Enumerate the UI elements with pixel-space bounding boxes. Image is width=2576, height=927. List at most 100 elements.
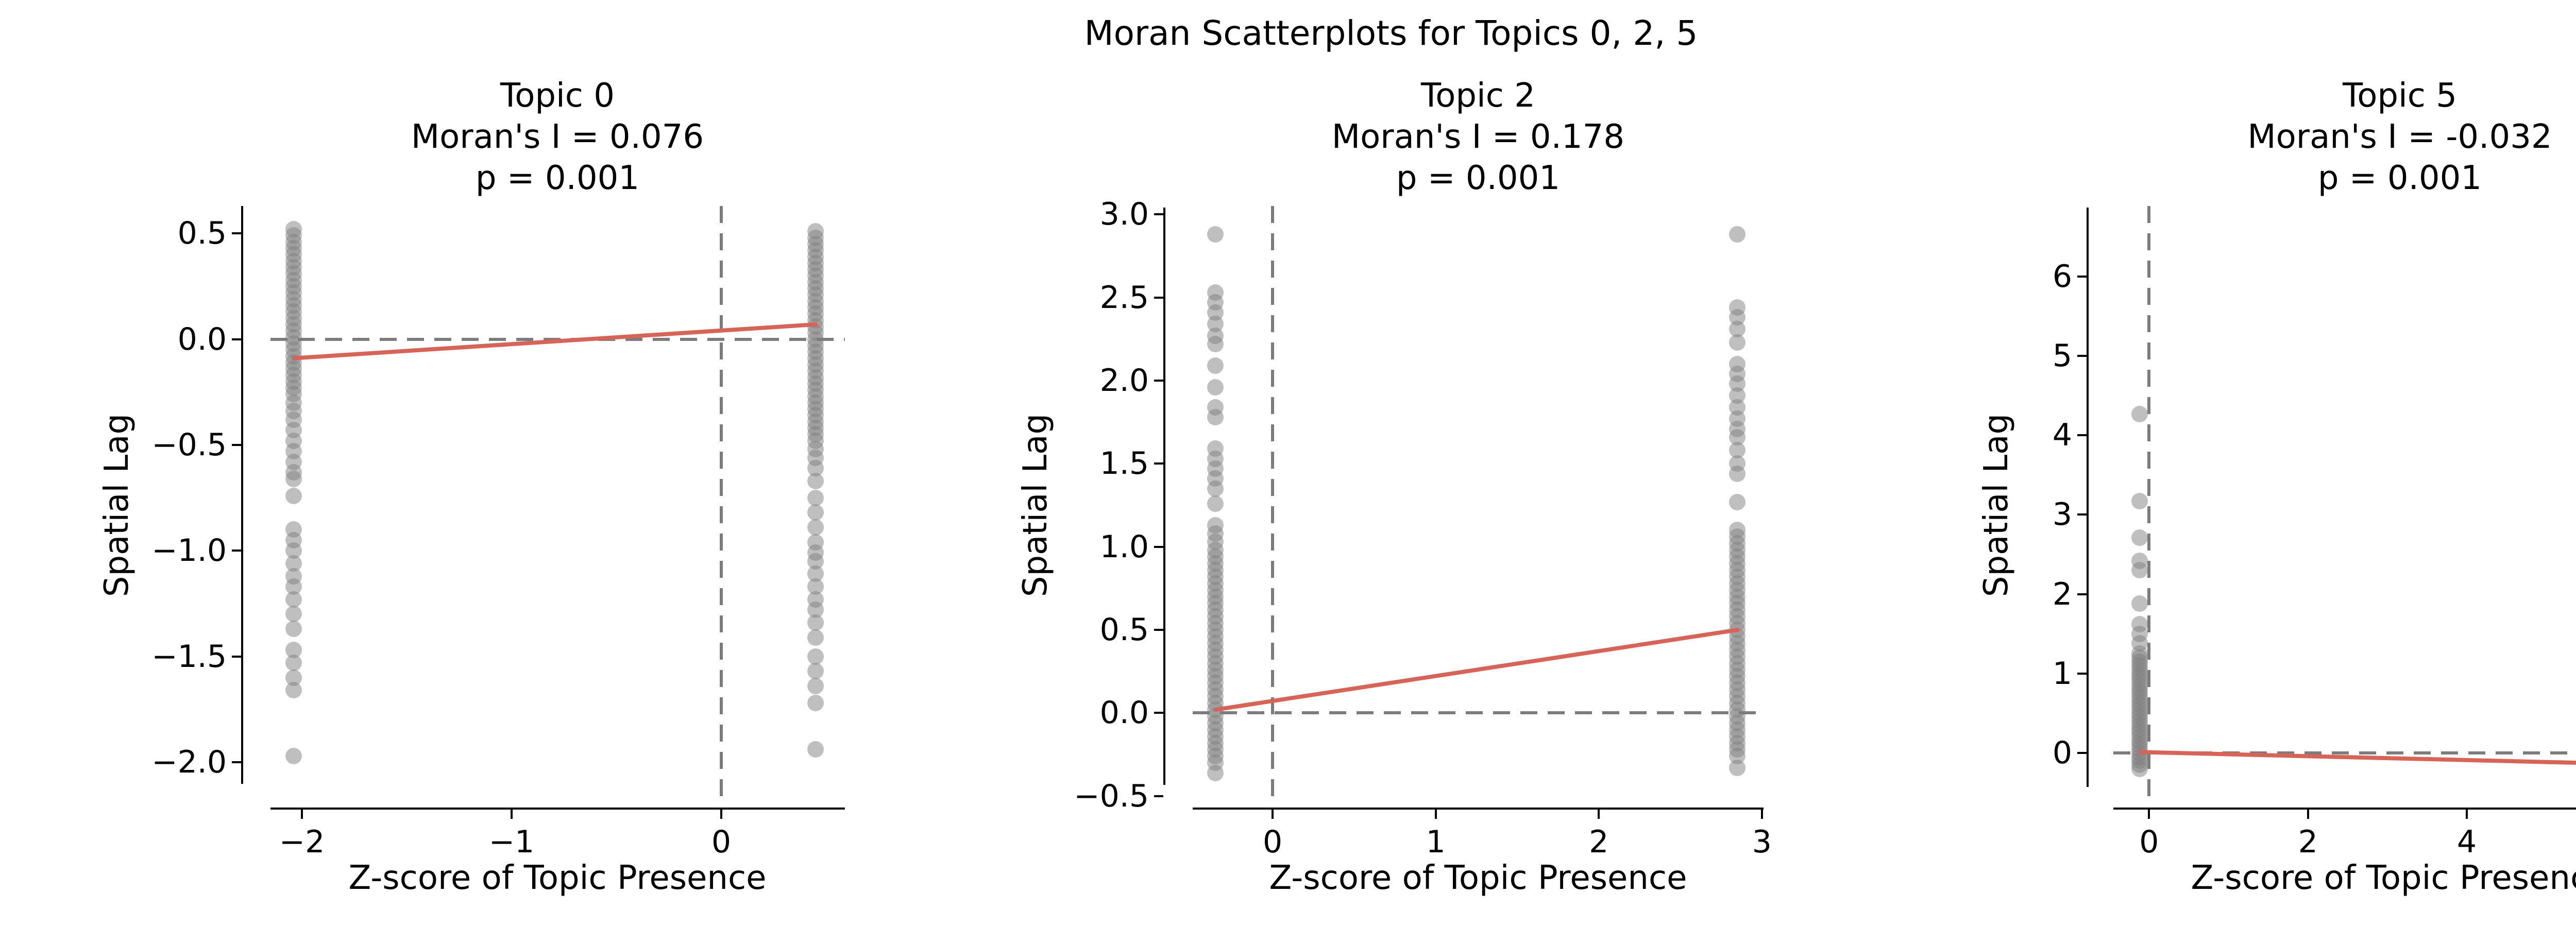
y-tick-label: 3: [2052, 496, 2072, 533]
y-tick-label: −0.5: [151, 426, 227, 463]
scatter-point: [2131, 562, 2148, 579]
y-tick: [1154, 712, 1163, 714]
y-tick: [2077, 434, 2087, 437]
y-tick-label: −0.5: [1074, 778, 1149, 814]
scatter-point: [285, 654, 302, 671]
x-tick-label: 2: [2298, 824, 2318, 860]
x-tick: [1272, 810, 1274, 819]
y-tick: [232, 761, 241, 763]
subplot-morans-i: Moran's I = 0.178: [1331, 118, 1625, 156]
y-tick: [1154, 379, 1163, 382]
y-axis-spine: [2087, 208, 2089, 787]
scatter-point: [807, 648, 824, 665]
y-tick-label: 2.5: [1099, 279, 1149, 316]
scatter-point: [1207, 764, 1224, 781]
x-axis-spine: [1193, 808, 1764, 810]
subplot-topic-0-title: Topic 0 Moran's I = 0.076 p = 0.001: [145, 75, 970, 199]
scatter-point: [1207, 408, 1224, 425]
scatter-point: [285, 606, 302, 623]
x-tick: [1598, 810, 1600, 819]
subplot-title-line: Topic 0: [500, 77, 615, 115]
scatter-point: [285, 487, 302, 504]
x-tick-label: 1: [1426, 824, 1446, 860]
y-tick-label: 6: [2052, 259, 2072, 295]
x-axis-label: Z-score of Topic Presence: [2191, 859, 2576, 897]
x-tick-label: −1: [488, 824, 535, 860]
scatter-point: [1207, 226, 1224, 243]
scatter-point: [285, 470, 302, 487]
y-tick-label: 0.0: [177, 321, 227, 357]
y-tick-label: 4: [2052, 417, 2072, 454]
x-tick-label: −2: [279, 824, 325, 860]
y-tick: [232, 550, 241, 552]
y-tick-label: 2: [2052, 576, 2072, 612]
y-tick-label: 2.0: [1099, 362, 1149, 399]
scatter-point: [2131, 405, 2148, 422]
subplot-title-line: Topic 5: [2342, 77, 2458, 115]
scatter-point: [2131, 595, 2148, 612]
reference-line-vertical: [1271, 206, 1275, 804]
y-tick: [2077, 276, 2087, 278]
figure-title: Moran Scatterplots for Topics 0, 2, 5: [1084, 13, 1698, 53]
trend-line: [1213, 628, 1740, 712]
reference-line-vertical: [2147, 206, 2151, 804]
scatter-point: [1729, 334, 1746, 351]
scatter-point: [807, 694, 824, 711]
y-tick: [1154, 462, 1163, 465]
y-tick: [232, 655, 241, 658]
y-tick: [2077, 355, 2087, 357]
subplot-morans-i: Moran's I = -0.032: [2247, 118, 2552, 156]
y-tick-label: 0.0: [1099, 695, 1149, 731]
scatter-point: [807, 504, 824, 521]
scatter-point: [285, 747, 302, 764]
y-tick: [1154, 629, 1163, 631]
scatter-point: [1729, 465, 1746, 482]
y-tick: [232, 443, 241, 446]
subplot-p-value: p = 0.001: [475, 159, 640, 197]
trend-line-segment: [1213, 628, 1740, 712]
scatter-point: [1207, 379, 1224, 396]
x-tick-label: 0: [1263, 824, 1283, 860]
y-tick: [1154, 795, 1163, 797]
y-axis-label: Spatial Lag: [1016, 413, 1055, 597]
x-tick-label: 4: [2456, 824, 2477, 860]
x-tick: [301, 810, 303, 819]
scatter-point: [807, 614, 824, 631]
scatter-point: [1207, 357, 1224, 374]
subplot-topic-2-title: Topic 2 Moran's I = 0.178 p = 0.001: [1066, 75, 1890, 199]
y-tick: [232, 338, 241, 340]
scatter-point: [2131, 529, 2148, 546]
scatter-point: [1207, 495, 1224, 512]
scatter-point: [1729, 226, 1746, 243]
scatter-point: [807, 741, 824, 758]
scatter-point: [807, 678, 824, 695]
x-tick: [1760, 810, 1763, 819]
y-axis-spine: [241, 206, 243, 784]
scatter-point: [2131, 493, 2148, 510]
subplot-morans-i: Moran's I = 0.076: [411, 118, 704, 156]
x-tick: [1434, 810, 1437, 819]
scatter-point: [285, 591, 302, 608]
trend-line: [291, 322, 818, 360]
trend-line: [2137, 750, 2576, 765]
x-tick: [2148, 810, 2150, 819]
x-tick: [720, 810, 722, 819]
y-tick: [2077, 672, 2087, 675]
scatter-point: [1207, 335, 1224, 352]
y-tick: [2077, 513, 2087, 516]
y-tick-label: 0: [2052, 734, 2072, 771]
x-axis-label: Z-score of Topic Presence: [1269, 859, 1687, 897]
subplot-p-value: p = 0.001: [2317, 159, 2482, 197]
subplot-title-line: Topic 2: [1420, 77, 1536, 115]
reference-line-horizontal: [1193, 711, 1764, 715]
scatter-point: [807, 472, 824, 489]
scatter-point: [1207, 480, 1224, 497]
y-tick: [1154, 213, 1163, 216]
trend-line-segment: [2137, 750, 2576, 765]
scatter-point: [2131, 760, 2148, 777]
reference-line-horizontal: [2113, 751, 2576, 754]
x-tick-label: 2: [1589, 824, 1609, 860]
subplot-topic-5-title: Topic 5 Moran's I = -0.032 p = 0.001: [1988, 75, 2576, 199]
y-tick: [1154, 296, 1163, 299]
